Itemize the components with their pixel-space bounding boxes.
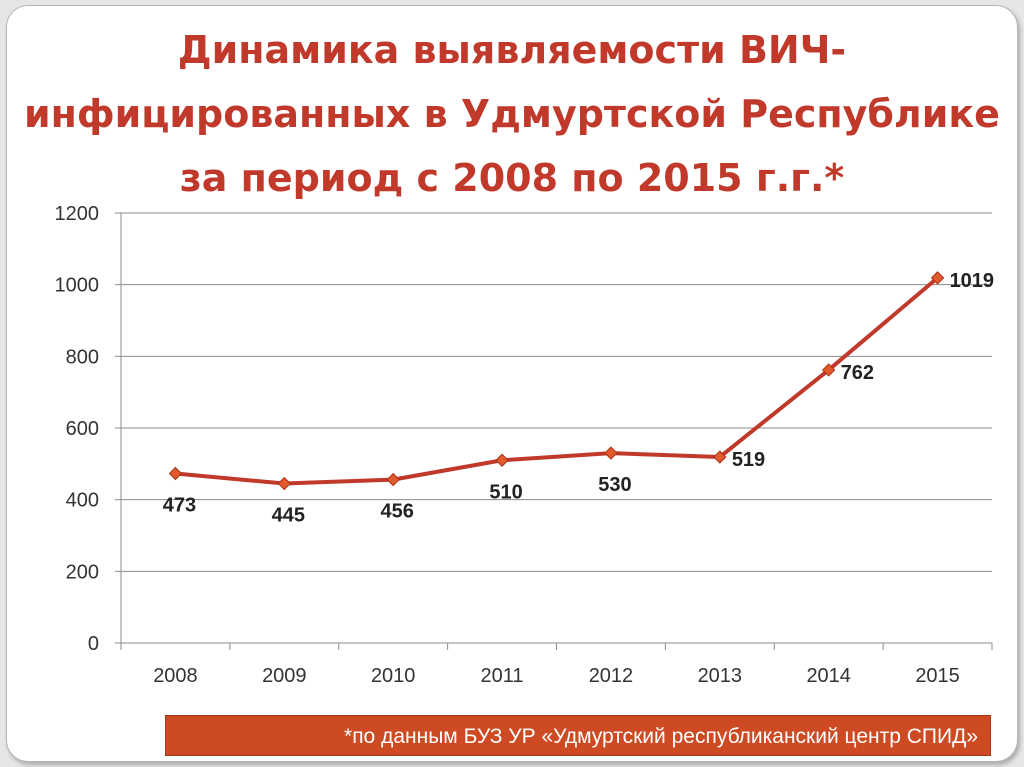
x-tick-label: 2014	[806, 665, 851, 687]
title-line-1: Динамика выявляемости ВИЧ-	[177, 28, 847, 72]
data-label: 1019	[950, 270, 995, 292]
x-tick-label: 2009	[262, 665, 307, 687]
data-labels: 473 445 456 510 530 519 762 1019	[163, 270, 994, 527]
y-tick-label: 600	[66, 418, 99, 440]
chart-grid	[121, 212, 992, 572]
y-tick-label: 800	[66, 346, 99, 368]
data-point-marker	[277, 476, 292, 491]
y-tick-label: 1000	[55, 275, 100, 297]
x-tick-label: 2013	[698, 665, 743, 687]
source-footnote: *по данным БУЗ УР «Удмуртский республика…	[165, 715, 991, 756]
y-tick-label: 1200	[55, 203, 100, 225]
page-title: Динамика выявляемости ВИЧ- инфицированны…	[7, 18, 1017, 210]
x-axis-labels: 2008 2009 2010 2011 2012 2013 2014 2015	[153, 665, 960, 687]
chart-axes	[115, 212, 993, 650]
data-point-marker	[930, 271, 945, 285]
data-label: 473	[163, 495, 196, 517]
y-tick-label: 200	[66, 561, 99, 583]
series-line	[173, 275, 940, 486]
data-point-marker	[821, 363, 836, 377]
y-tick-label: 0	[88, 633, 99, 655]
data-point-marker	[386, 472, 400, 487]
data-point-marker	[168, 466, 183, 481]
chart-series	[168, 271, 945, 491]
slide: Динамика выявляемости ВИЧ- инфицированны…	[6, 5, 1018, 762]
x-tick-label: 2010	[371, 665, 416, 687]
data-point-marker	[495, 453, 509, 467]
data-label: 456	[381, 501, 414, 523]
data-label: 510	[489, 481, 522, 503]
data-point-marker	[713, 450, 727, 464]
y-axis-labels: 0 200 400 600 800 1000 1200	[55, 203, 100, 655]
data-label: 445	[272, 505, 305, 527]
x-tick-label: 2011	[481, 665, 524, 687]
data-label: 762	[841, 362, 874, 384]
x-tick-label: 2015	[915, 665, 960, 687]
data-point-marker	[604, 446, 618, 460]
title-line-3: за период с 2008 по 2015 г.г.*	[179, 156, 845, 200]
x-tick-label: 2012	[589, 665, 634, 687]
y-tick-label: 400	[66, 490, 99, 512]
data-label: 530	[598, 474, 631, 496]
x-tick-label: 2008	[153, 665, 198, 687]
title-line-2: инфицированных в Удмуртской Республике	[24, 92, 1000, 136]
data-label: 519	[732, 449, 765, 471]
